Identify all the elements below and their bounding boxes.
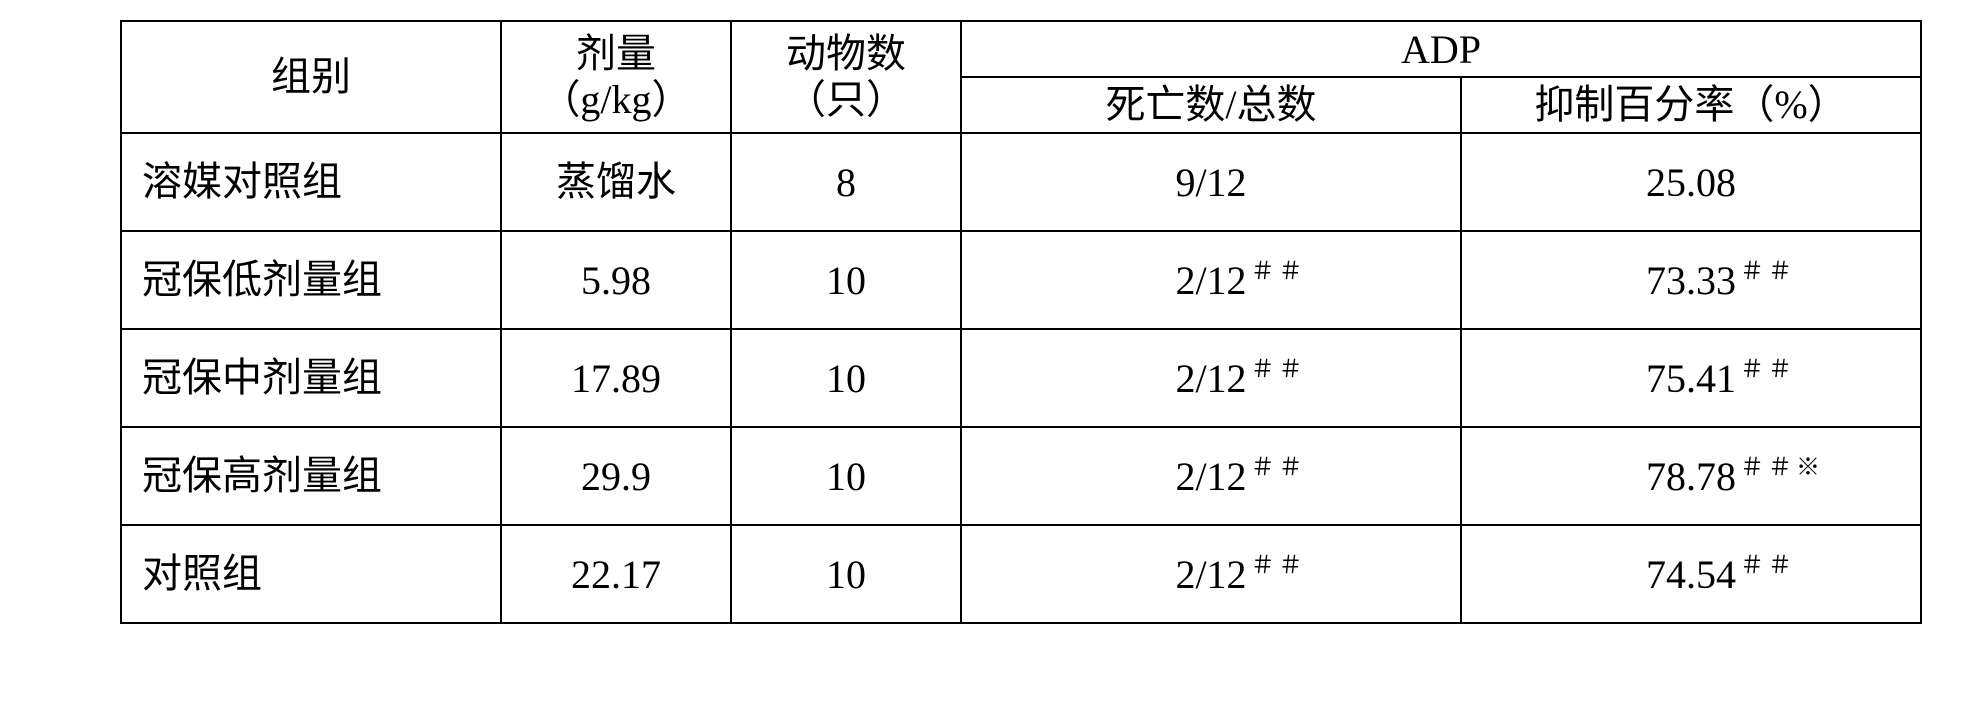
cell-deaths: 9/12 [961, 133, 1461, 231]
col-header-group-label: 组别 [271, 54, 351, 99]
cell-group-value: 冠保高剂量组 [142, 453, 382, 498]
cell-inhib: 25.08 [1461, 133, 1921, 231]
col-header-deaths: 死亡数/总数 [961, 77, 1461, 133]
col-header-adp: ADP [961, 21, 1921, 77]
cell-group: 冠保中剂量组 [121, 329, 501, 427]
cell-dose-value: 17.89 [571, 356, 661, 401]
col-header-inhibition-label: 抑制百分率（%） [1534, 82, 1847, 127]
table-row: 溶媒对照组 蒸馏水 8 9/12 25.08 [121, 133, 1921, 231]
cell-animals-value: 8 [836, 160, 856, 205]
cell-deaths-value: 2/12 [1175, 258, 1246, 303]
cell-group-value: 对照组 [142, 551, 262, 596]
cell-dose-value: 22.17 [571, 552, 661, 597]
cell-group-value: 溶媒对照组 [142, 159, 342, 204]
cell-animals: 10 [731, 231, 961, 329]
cell-dose-value: 蒸馏水 [556, 159, 676, 204]
page: 组别 剂量 （g/kg） 动物数 （只） ADP 死亡数/总数 [0, 0, 1978, 711]
cell-inhib: 74.54＃＃ [1461, 525, 1921, 623]
cell-deaths: 2/12＃＃ [961, 231, 1461, 329]
cell-deaths-value: 2/12 [1175, 454, 1246, 499]
cell-inhib-value: 74.54 [1646, 552, 1736, 597]
cell-deaths-sup: ＃＃ [1251, 349, 1307, 384]
col-header-inhibition: 抑制百分率（%） [1461, 77, 1921, 133]
cell-group: 对照组 [121, 525, 501, 623]
col-header-adp-label: ADP [1401, 27, 1481, 72]
cell-deaths: 2/12＃＃ [961, 427, 1461, 525]
cell-inhib-value: 75.41 [1646, 356, 1736, 401]
col-header-animals-label-2: （只） [786, 77, 906, 123]
cell-dose: 22.17 [501, 525, 731, 623]
cell-inhib-sup: ＃＃ [1740, 349, 1796, 384]
cell-dose: 5.98 [501, 231, 731, 329]
col-header-dose: 剂量 （g/kg） [501, 21, 731, 133]
cell-animals: 10 [731, 329, 961, 427]
col-header-dose-label-2: （g/kg） [540, 77, 691, 123]
table-header-row-1: 组别 剂量 （g/kg） 动物数 （只） ADP [121, 21, 1921, 77]
cell-inhib-value: 78.78 [1646, 454, 1736, 499]
cell-animals: 8 [731, 133, 961, 231]
cell-inhib-value: 73.33 [1646, 258, 1736, 303]
data-table: 组别 剂量 （g/kg） 动物数 （只） ADP 死亡数/总数 [120, 20, 1922, 624]
cell-dose-value: 29.9 [581, 454, 651, 499]
cell-animals-value: 10 [826, 454, 866, 499]
cell-inhib-value: 25.08 [1646, 160, 1736, 205]
cell-animals-value: 10 [826, 258, 866, 303]
table-row: 冠保中剂量组 17.89 10 2/12＃＃ 75.41＃＃ [121, 329, 1921, 427]
cell-inhib-sup: ＃＃ [1740, 545, 1796, 580]
cell-deaths-sup: ＃＃ [1251, 545, 1307, 580]
cell-group: 溶媒对照组 [121, 133, 501, 231]
cell-deaths-sup: ＃＃ [1251, 447, 1307, 482]
cell-deaths-value: 2/12 [1175, 356, 1246, 401]
cell-deaths: 2/12＃＃ [961, 329, 1461, 427]
col-header-animals-label-1: 动物数 [786, 31, 906, 77]
cell-animals: 10 [731, 427, 961, 525]
cell-inhib-sup: ＃＃ [1740, 251, 1796, 286]
cell-dose: 29.9 [501, 427, 731, 525]
cell-group: 冠保高剂量组 [121, 427, 501, 525]
table-row: 冠保低剂量组 5.98 10 2/12＃＃ 73.33＃＃ [121, 231, 1921, 329]
cell-group-value: 冠保低剂量组 [142, 257, 382, 302]
cell-animals-value: 10 [826, 356, 866, 401]
col-header-dose-label-1: 剂量 [576, 31, 656, 77]
col-header-animals: 动物数 （只） [731, 21, 961, 133]
cell-group-value: 冠保中剂量组 [142, 355, 382, 400]
cell-inhib: 78.78＃＃※ [1461, 427, 1921, 525]
cell-animals: 10 [731, 525, 961, 623]
cell-deaths: 2/12＃＃ [961, 525, 1461, 623]
col-header-group: 组别 [121, 21, 501, 133]
table-row: 冠保高剂量组 29.9 10 2/12＃＃ 78.78＃＃※ [121, 427, 1921, 525]
cell-dose: 蒸馏水 [501, 133, 731, 231]
cell-deaths-value: 2/12 [1175, 552, 1246, 597]
cell-dose: 17.89 [501, 329, 731, 427]
cell-deaths-value: 9/12 [1175, 160, 1246, 205]
cell-animals-value: 10 [826, 552, 866, 597]
col-header-deaths-label: 死亡数/总数 [1105, 82, 1316, 127]
cell-inhib: 73.33＃＃ [1461, 231, 1921, 329]
cell-group: 冠保低剂量组 [121, 231, 501, 329]
table-row: 对照组 22.17 10 2/12＃＃ 74.54＃＃ [121, 525, 1921, 623]
cell-dose-value: 5.98 [581, 258, 651, 303]
cell-inhib-sup: ＃＃※ [1740, 447, 1824, 482]
cell-inhib: 75.41＃＃ [1461, 329, 1921, 427]
cell-deaths-sup: ＃＃ [1251, 251, 1307, 286]
